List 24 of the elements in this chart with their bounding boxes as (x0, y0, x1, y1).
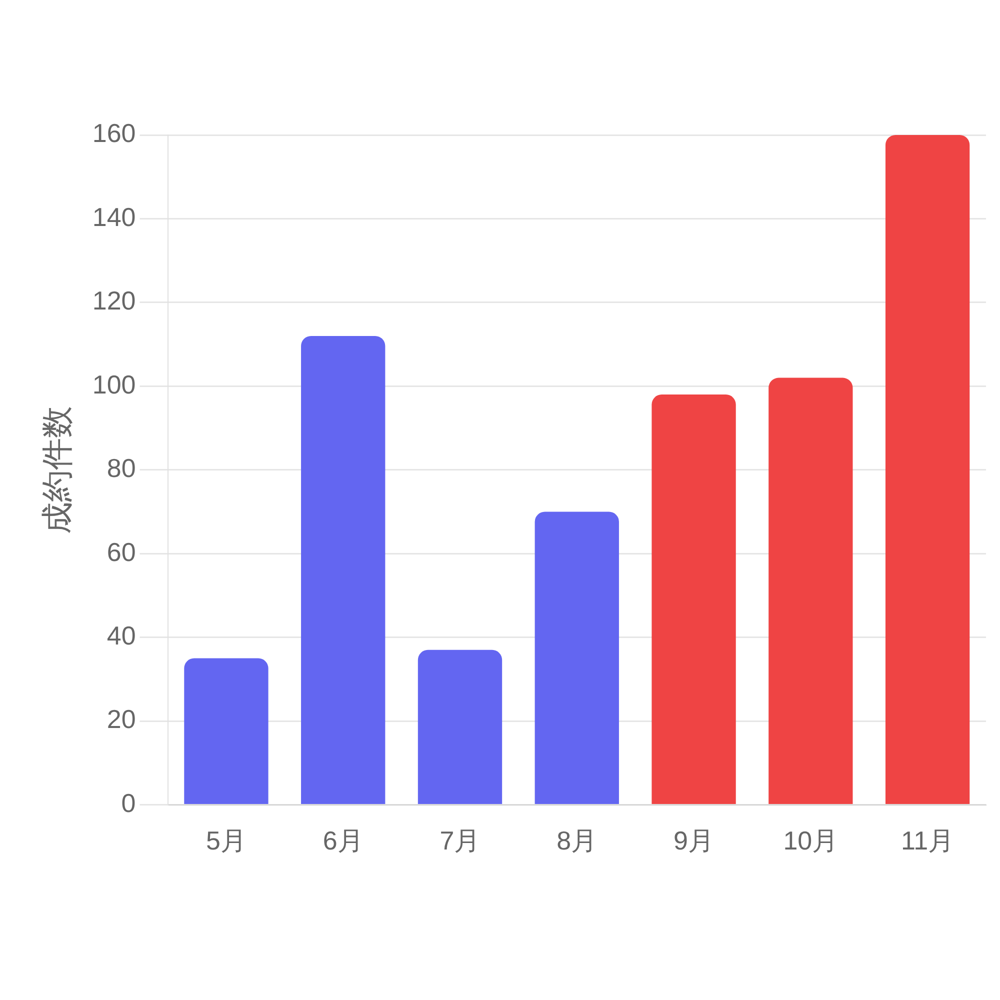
bar (418, 650, 502, 804)
bar (768, 378, 853, 804)
x-tick-label: 8月 (556, 826, 598, 856)
y-tick-label: 120 (92, 286, 136, 316)
bar (534, 512, 619, 804)
x-tick-label: 9月 (674, 826, 714, 856)
x-tick-label: 6月 (322, 826, 364, 856)
x-tick-label: 7月 (440, 826, 480, 856)
y-tick-label: 20 (106, 704, 136, 734)
bar (885, 135, 970, 804)
bar (184, 658, 268, 804)
y-tick-label: 80 (106, 453, 136, 484)
y-tick-label: 140 (92, 202, 136, 232)
x-tick-label: 5月 (206, 826, 246, 856)
x-tick-label: 11月 (901, 826, 954, 856)
bar (652, 394, 736, 804)
y-tick-label: 160 (92, 118, 136, 148)
bar (301, 336, 386, 804)
y-tick-label: 40 (106, 620, 136, 651)
y-tick-label: 60 (106, 536, 136, 567)
y-tick-label: 100 (92, 369, 136, 400)
x-tick-label: 10月 (783, 826, 838, 856)
y-axis-title: 成約件数 (39, 406, 76, 534)
y-tick-label: 0 (121, 788, 136, 818)
